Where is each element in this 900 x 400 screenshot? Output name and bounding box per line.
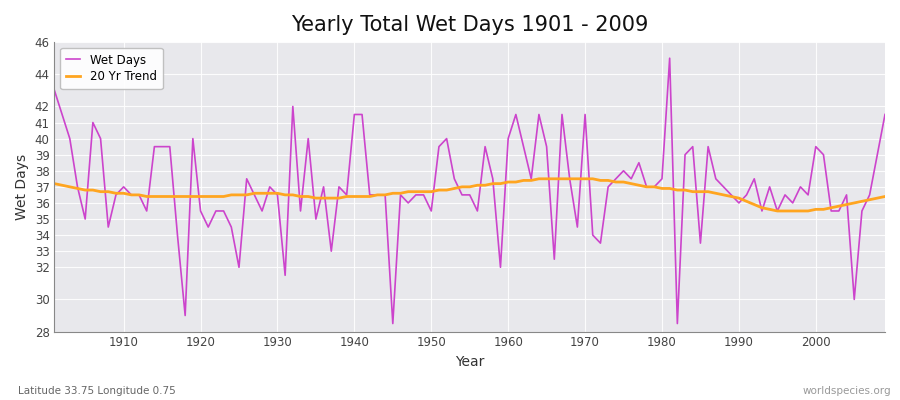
20 Yr Trend: [326, 196, 337, 200]
20 Yr Trend: [49, 181, 59, 186]
Wet Days: [387, 321, 398, 326]
Wet Days: [664, 56, 675, 60]
Wet Days: [280, 273, 291, 278]
Wet Days: [503, 136, 514, 141]
20 Yr Trend: [503, 180, 514, 184]
20 Yr Trend: [879, 194, 890, 199]
20 Yr Trend: [111, 191, 122, 196]
20 Yr Trend: [495, 181, 506, 186]
Line: 20 Yr Trend: 20 Yr Trend: [54, 179, 885, 211]
Text: worldspecies.org: worldspecies.org: [803, 386, 891, 396]
Wet Days: [510, 112, 521, 117]
Wet Days: [603, 184, 614, 189]
Wet Days: [879, 112, 890, 117]
Wet Days: [326, 249, 337, 254]
20 Yr Trend: [280, 192, 291, 197]
Title: Yearly Total Wet Days 1901 - 2009: Yearly Total Wet Days 1901 - 2009: [291, 15, 648, 35]
Line: Wet Days: Wet Days: [54, 58, 885, 324]
Legend: Wet Days, 20 Yr Trend: Wet Days, 20 Yr Trend: [60, 48, 163, 89]
Y-axis label: Wet Days: Wet Days: [15, 154, 29, 220]
X-axis label: Year: Year: [455, 355, 484, 369]
Wet Days: [111, 192, 122, 197]
20 Yr Trend: [772, 208, 783, 213]
Wet Days: [49, 88, 59, 93]
20 Yr Trend: [603, 178, 614, 183]
Text: Latitude 33.75 Longitude 0.75: Latitude 33.75 Longitude 0.75: [18, 386, 176, 396]
20 Yr Trend: [534, 176, 544, 181]
